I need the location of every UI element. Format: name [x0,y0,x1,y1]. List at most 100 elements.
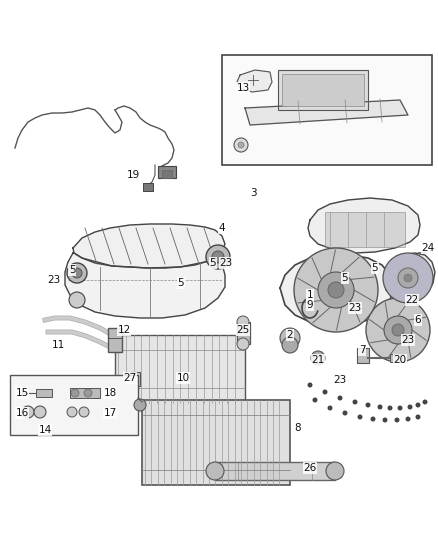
Circle shape [238,142,244,148]
Circle shape [206,462,224,480]
Circle shape [382,417,388,423]
Circle shape [338,395,343,400]
Text: 16: 16 [15,408,28,418]
Circle shape [366,298,430,362]
Text: 5: 5 [372,263,378,273]
Bar [36,389,52,397]
Text: 7: 7 [359,345,365,355]
Circle shape [134,399,146,411]
Circle shape [406,416,410,422]
Circle shape [237,316,249,328]
Circle shape [404,274,412,282]
Text: 11: 11 [51,340,65,350]
Circle shape [423,400,427,405]
Bar [108,328,122,352]
Polygon shape [384,253,435,300]
Text: 24: 24 [421,243,434,253]
Text: 5: 5 [210,258,216,268]
Text: 22: 22 [406,295,419,305]
Polygon shape [245,100,408,125]
Bar [237,322,250,344]
Circle shape [22,406,34,418]
Circle shape [407,405,413,409]
Circle shape [392,324,404,336]
Text: 25: 25 [237,325,250,335]
Text: 27: 27 [124,373,137,383]
Text: 26: 26 [304,463,317,473]
Circle shape [378,405,382,409]
Circle shape [383,253,433,303]
Circle shape [212,251,224,263]
Circle shape [398,268,418,288]
Text: 23: 23 [47,275,60,285]
Polygon shape [73,224,225,268]
Text: 23: 23 [348,303,362,313]
Circle shape [67,407,77,417]
Text: 14: 14 [39,425,52,435]
Text: 9: 9 [307,300,313,310]
Circle shape [388,406,392,410]
Circle shape [282,337,298,353]
Circle shape [384,316,412,344]
Text: 6: 6 [415,315,421,325]
Bar [142,400,290,485]
Circle shape [365,402,371,408]
Circle shape [67,263,87,283]
Circle shape [79,407,89,417]
Polygon shape [237,70,272,92]
Circle shape [280,328,300,348]
Polygon shape [65,253,225,318]
Bar [162,170,172,178]
Text: 20: 20 [393,355,406,365]
Text: 15: 15 [15,388,28,398]
Bar [70,388,100,398]
Circle shape [328,406,332,410]
Circle shape [318,272,354,308]
Text: 8: 8 [295,423,301,433]
Circle shape [416,415,420,419]
Circle shape [234,138,248,152]
Circle shape [371,416,375,422]
Circle shape [84,389,92,397]
Circle shape [206,245,230,269]
Text: 13: 13 [237,83,250,93]
Text: 5: 5 [342,273,348,283]
Circle shape [312,398,318,402]
Polygon shape [308,198,420,253]
Text: 2: 2 [287,330,293,340]
Text: 10: 10 [177,373,190,383]
Circle shape [69,292,85,308]
Circle shape [311,351,325,365]
Text: 21: 21 [311,355,325,365]
Circle shape [353,400,357,405]
Bar [357,348,369,363]
Bar [325,212,405,247]
Bar [143,183,153,191]
Bar [10,375,138,435]
Circle shape [343,410,347,416]
Polygon shape [280,255,392,325]
Bar [222,55,432,165]
Bar [130,372,140,386]
Circle shape [398,406,403,410]
Circle shape [72,268,82,278]
Text: 5: 5 [69,265,75,275]
Circle shape [237,338,249,350]
Bar [115,335,245,403]
Text: 17: 17 [103,408,117,418]
Circle shape [294,248,378,332]
Bar [158,166,176,178]
Circle shape [322,390,328,394]
Text: 23: 23 [333,375,346,385]
Circle shape [328,282,344,298]
Text: 23: 23 [401,335,415,345]
Text: 12: 12 [117,325,131,335]
Circle shape [395,417,399,423]
Bar [278,70,368,110]
Text: 3: 3 [250,188,256,198]
Circle shape [71,389,79,397]
Text: 1: 1 [307,290,313,300]
Circle shape [326,462,344,480]
Circle shape [416,402,420,408]
Text: 5: 5 [178,278,184,288]
